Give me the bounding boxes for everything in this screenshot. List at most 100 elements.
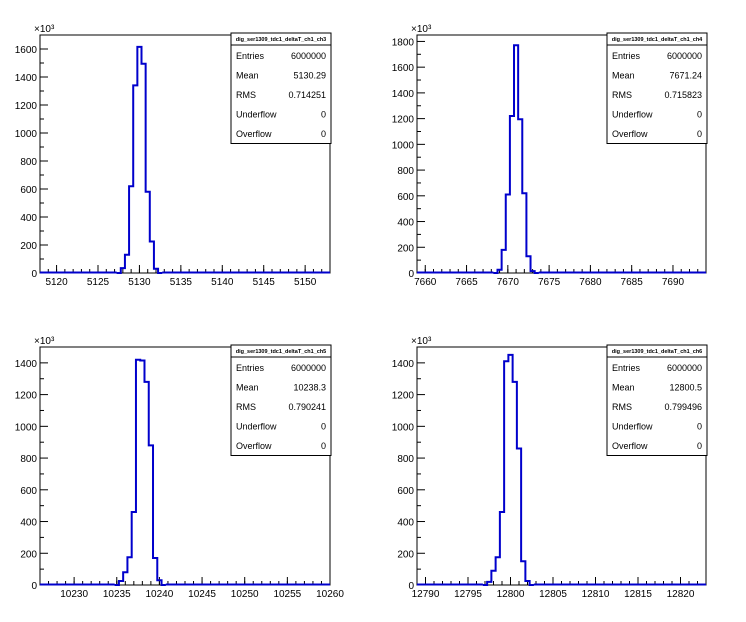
y-exponent-label: ×10³ (411, 24, 432, 35)
y-tick-label: 1200 (15, 101, 38, 112)
y-tick-label: 0 (31, 581, 37, 592)
stats-value-entries: 6000000 (667, 363, 702, 373)
y-tick-label: 1200 (392, 115, 415, 126)
y-tick-label: 1000 (15, 129, 38, 140)
x-tick-label: 10250 (231, 589, 259, 600)
x-tick-label: 5120 (45, 277, 68, 288)
y-tick-label: 1000 (392, 422, 415, 433)
stats-value-rms: 0.714251 (288, 90, 326, 100)
y-tick-label: 600 (20, 185, 37, 196)
x-tick-label: 10235 (103, 589, 131, 600)
stats-label-entries: Entries (236, 363, 265, 373)
stats-label-overflow: Overflow (612, 129, 648, 139)
stats-value-underflow: 0 (321, 422, 326, 432)
x-tick-label: 12800 (497, 589, 525, 600)
stats-value-overflow: 0 (321, 441, 326, 451)
y-tick-label: 800 (20, 454, 37, 465)
y-tick-label: 1000 (392, 140, 415, 151)
stats-value-entries: 6000000 (291, 363, 326, 373)
x-tick-label: 5130 (128, 277, 151, 288)
stats-label-overflow: Overflow (236, 129, 272, 139)
stats-box-frame (230, 32, 332, 144)
y-tick-label: 1800 (392, 37, 415, 48)
x-tick-label: 7670 (497, 277, 520, 288)
stats-label-rms: RMS (612, 90, 632, 100)
y-tick-label: 0 (31, 269, 37, 280)
histogram-panel-2: 0 200 400 600 800 1000 1200 1400 1600 1800 7660 766… (392, 24, 708, 288)
stats-value-mean: 10238.3 (293, 383, 326, 393)
y-exponent-label: ×10³ (34, 24, 55, 35)
y-tick-label: 0 (408, 269, 414, 280)
stats-value-underflow: 0 (321, 110, 326, 120)
histogram-panel-4: 0 200 400 600 800 1000 1200 1400 12790 12795 12800… (392, 336, 708, 600)
y-tick-label: 600 (20, 486, 37, 497)
stats-value-overflow: 0 (697, 441, 702, 451)
x-tick-label: 7660 (414, 277, 437, 288)
stats-value-mean: 5130.29 (293, 71, 326, 81)
x-tick-label: 7690 (662, 277, 685, 288)
y-tick-label: 800 (20, 157, 37, 168)
y-tick-label: 1400 (15, 73, 38, 84)
x-tick-label: 5125 (87, 277, 110, 288)
stats-value-overflow: 0 (321, 129, 326, 139)
stats-box-title: dig_ser1309_tdc1_deltaT_ch1_ch3 (236, 37, 327, 43)
stats-box: dig_ser1309_tdc1_deltaT_ch1_ch3 Entries 60… (230, 32, 332, 144)
stats-value-entries: 6000000 (291, 51, 326, 61)
histogram-line (493, 44, 539, 274)
x-tick-label: 7665 (455, 277, 478, 288)
histogram-bin (140, 360, 144, 585)
y-tick-label: 400 (20, 213, 37, 224)
y-tick-label: 800 (397, 166, 414, 177)
stats-box: dig_ser1309_tdc1_deltaT_ch1_ch5 Entries 60… (230, 344, 332, 456)
histogram-bin (508, 355, 512, 585)
histogram-line (482, 353, 534, 586)
y-tick-label: 400 (397, 218, 414, 229)
stats-label-mean: Mean (612, 383, 635, 393)
stats-label-underflow: Underflow (612, 110, 653, 120)
y-tick-label: 200 (20, 241, 37, 252)
stats-value-rms: 0.799496 (664, 402, 702, 412)
y-tick-label: 1000 (15, 422, 38, 433)
stats-label-rms: RMS (236, 90, 256, 100)
y-exponent-label: ×10³ (411, 336, 432, 347)
x-tick-label: 10240 (146, 589, 174, 600)
x-tick-label: 10255 (273, 589, 301, 600)
stats-value-entries: 6000000 (667, 51, 702, 61)
x-tick-label: 5145 (253, 277, 276, 288)
y-tick-label: 600 (397, 192, 414, 203)
y-tick-label: 1200 (15, 391, 38, 402)
histogram-panel-3: 0 200 400 600 800 1000 1200 1400 10230 10235 10240… (15, 336, 345, 600)
stats-box-frame (606, 344, 708, 456)
x-tick-label: 10245 (188, 589, 216, 600)
stats-box: dig_ser1309_tdc1_deltaT_ch1_ch4 Entries 60… (606, 32, 708, 144)
stats-label-entries: Entries (612, 51, 641, 61)
x-tick-label: 7685 (621, 277, 644, 288)
stats-value-mean: 12800.5 (669, 383, 702, 393)
stats-box-frame (230, 344, 332, 456)
stats-value-rms: 0.790241 (288, 402, 326, 412)
stats-label-underflow: Underflow (236, 110, 277, 120)
x-tick-label: 12790 (412, 589, 440, 600)
stats-label-mean: Mean (236, 383, 259, 393)
stats-label-mean: Mean (236, 71, 259, 81)
y-tick-label: 400 (397, 518, 414, 529)
stats-box-title: dig_ser1309_tdc1_deltaT_ch1_ch6 (612, 349, 703, 355)
stats-box-title: dig_ser1309_tdc1_deltaT_ch1_ch4 (612, 37, 703, 43)
stats-label-underflow: Underflow (612, 422, 653, 432)
stats-value-underflow: 0 (697, 422, 702, 432)
histogram-line (116, 45, 163, 274)
stats-label-rms: RMS (236, 402, 256, 412)
y-tick-label: 800 (397, 454, 414, 465)
stats-label-overflow: Overflow (236, 441, 272, 451)
stats-value-rms: 0.715823 (664, 90, 702, 100)
stats-label-overflow: Overflow (612, 441, 648, 451)
stats-value-underflow: 0 (697, 110, 702, 120)
x-tick-label: 5140 (211, 277, 234, 288)
stats-box: dig_ser1309_tdc1_deltaT_ch1_ch6 Entries 60… (606, 344, 708, 456)
y-tick-label: 1400 (392, 359, 415, 370)
x-tick-label: 12815 (624, 589, 652, 600)
x-tick-label: 10230 (60, 589, 88, 600)
histogram-panel-1: 0 200 400 600 800 1000 1200 1400 1600 5120 5125 513… (15, 24, 332, 288)
stats-box-frame (606, 32, 708, 144)
